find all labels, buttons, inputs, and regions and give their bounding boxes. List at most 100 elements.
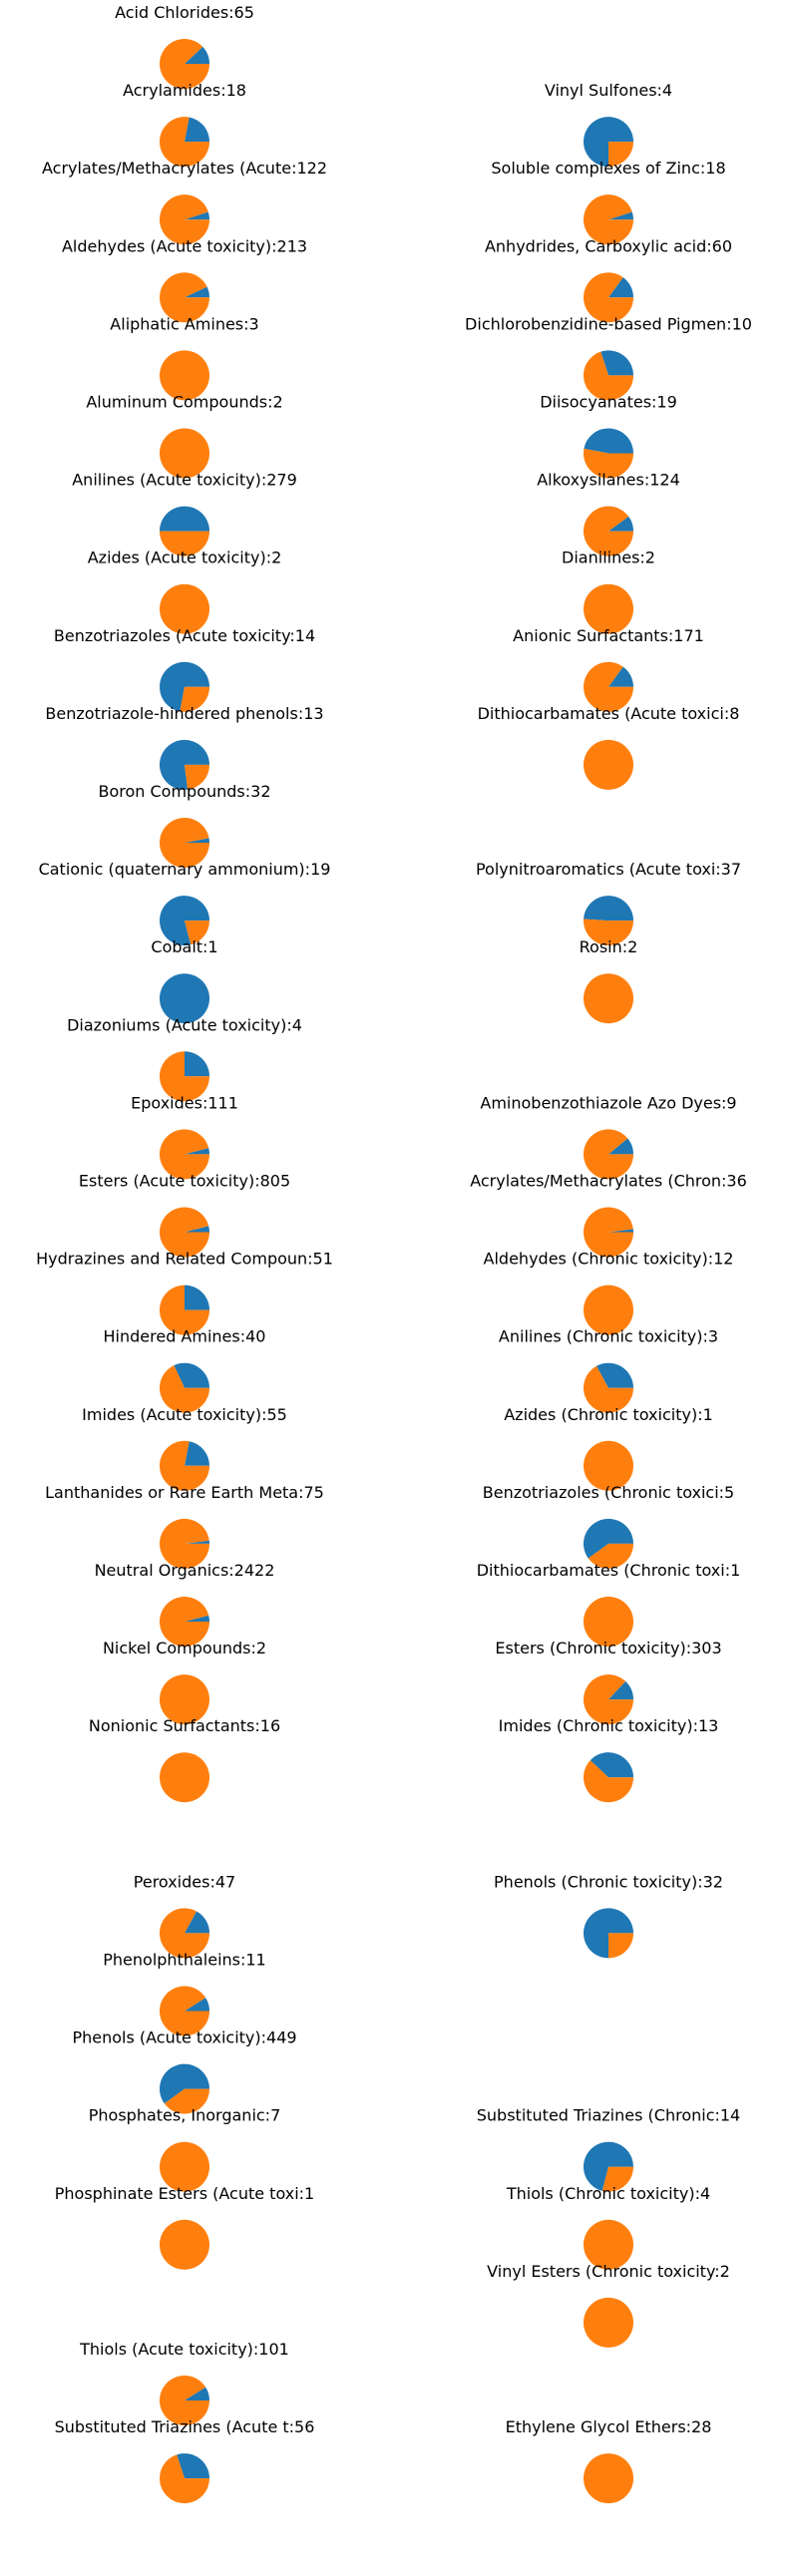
pie-slice-a [185, 1911, 209, 1934]
pie-title: Acrylates/Methacrylates (Acute:122 [42, 159, 327, 178]
pie-title: Thiols (Acute toxicity):101 [79, 2340, 289, 2359]
pie-panel: Ethylene Glycol Ethers:28 [506, 2417, 711, 2504]
pie-slice-b [160, 272, 209, 323]
pie-title: Dichlorobenzidine-based Pigmen:10 [465, 314, 752, 333]
pie-slice-b [159, 1908, 209, 1959]
pie-title: Aminobenzothiazole Azo Dyes:9 [480, 1093, 736, 1112]
pie-title: Imides (Chronic toxicity):13 [499, 1716, 719, 1735]
pie-title: Substituted Triazines (Chronic:14 [477, 2106, 740, 2125]
pie-title: Thiols (Chronic toxicity):4 [506, 2184, 710, 2203]
pie-slice-b [185, 764, 209, 790]
pie-slice-b [584, 2297, 633, 2348]
pie-panel: Azides (Chronic toxicity):1 [504, 1405, 713, 1491]
pie-panel: Azides (Acute toxicity):2 [88, 549, 281, 634]
pie-slice-b [160, 350, 209, 401]
pie-slice-a [185, 286, 209, 298]
pie-slice-b [160, 583, 209, 634]
pie-title: Anhydrides, Carboxylic acid:60 [485, 236, 732, 255]
pie-panel: Anilines (Chronic toxicity):3 [499, 1327, 718, 1413]
pie-slice-a [584, 2141, 633, 2191]
pie-title: Cationic (quaternary ammonium):19 [39, 860, 331, 879]
pie-panel: Aminobenzothiazole Azo Dyes:9 [480, 1093, 737, 1180]
pie-title: Polynitroaromatics (Acute toxi:37 [476, 860, 741, 879]
pie-slice-a [584, 1908, 633, 1959]
pie-title: Epoxides:111 [131, 1093, 238, 1112]
pie-panel: Substituted Triazines (Acute t:56 [55, 2417, 314, 2504]
pie-slice-b [608, 1933, 633, 1959]
pie-panel: Anhydrides, Carboxylic acid:60 [485, 236, 732, 323]
pie-slice-a [185, 1226, 209, 1233]
pie-title: Hydrazines and Related Compoun:51 [36, 1250, 333, 1269]
pie-slice-b [185, 920, 209, 945]
pie-title: Aldehydes (Chronic toxicity):12 [484, 1250, 734, 1269]
pie-slice-a [600, 350, 633, 376]
pie-panel: Lanthanides or Rare Earth Meta:75 [45, 1483, 324, 1569]
pie-slice-a [608, 1138, 633, 1155]
pie-panel: Diazoniums (Acute toxicity):4 [67, 1015, 302, 1102]
pie-slice-b [583, 194, 633, 245]
pie-slice-a [160, 739, 209, 790]
pie-slice-b [584, 739, 633, 790]
pie-slice-b [160, 2141, 209, 2192]
pie-slice-a [185, 1615, 209, 1622]
pie-title: Phosphinate Esters (Acute toxi:1 [55, 2184, 314, 2203]
pie-slice-a [185, 46, 209, 64]
pie-panel: Hindered Amines:40 [104, 1327, 265, 1413]
pie-title: Anilines (Chronic toxicity):3 [499, 1327, 718, 1346]
pie-title: Rosin:2 [580, 937, 638, 956]
pie-panel: Epoxides:111 [131, 1093, 238, 1180]
pie-slice-a [185, 1051, 209, 1077]
pie-slice-a [185, 211, 210, 220]
pie-slice-b [584, 1597, 633, 1647]
pie-title: Imides (Acute toxicity):55 [82, 1405, 287, 1424]
pie-panel: Aldehydes (Acute toxicity):213 [62, 236, 307, 323]
pie-panel: Phosphates, Inorganic:7 [89, 2106, 280, 2192]
pie-slice-b [584, 583, 633, 634]
pie-panel: Thiols (Acute toxicity):101 [79, 2340, 289, 2425]
pie-panel: Aldehydes (Chronic toxicity):12 [484, 1250, 734, 1335]
pie-title: Aliphatic Amines:3 [110, 314, 258, 333]
pie-panel: Dithiocarbamates (Acute toxici:8 [478, 704, 739, 790]
pie-panel: Thiols (Chronic toxicity):4 [506, 2184, 710, 2270]
pie-slice-a [185, 2387, 209, 2400]
pie-slice-b [159, 1285, 209, 1335]
pie-panel: Imides (Acute toxicity):55 [82, 1405, 287, 1491]
pie-slice-b [584, 1760, 633, 1803]
pie-slice-a [159, 661, 209, 712]
pie-slice-b [584, 2453, 633, 2504]
pie-panel: Esters (Chronic toxicity):303 [495, 1639, 722, 1725]
pie-slice-b [583, 272, 633, 323]
pie-slice-b [584, 1207, 633, 1258]
pie-slice-a [608, 211, 633, 220]
pie-slice-b [159, 1597, 209, 1648]
pie-title: Benzotriazoles (Chronic toxici:5 [483, 1483, 734, 1502]
pie-slice-b [159, 194, 209, 245]
pie-panel: Acrylamides:18 [123, 81, 246, 168]
pie-slice-a [608, 1680, 633, 1700]
pie-slice-a [608, 277, 633, 298]
pie-panel: Aliphatic Amines:3 [110, 314, 259, 401]
pie-slice-b [159, 1440, 209, 1491]
pie-slice-b [584, 1674, 633, 1725]
pie-panel: Cationic (quaternary ammonium):19 [39, 860, 331, 946]
pie-slice-a [185, 117, 209, 143]
pie-slice-b [601, 2166, 633, 2192]
pie-slice-a [185, 1998, 209, 2012]
pie-title: Benzotriazole-hindered phenols:13 [45, 704, 323, 723]
pie-title: Vinyl Sulfones:4 [545, 81, 672, 100]
pie-panel: Acid Chlorides:65 [115, 3, 254, 90]
pie-slice-b [159, 39, 209, 90]
pie-slice-b [583, 1365, 633, 1413]
pie-panel: Dichlorobenzidine-based Pigmen:10 [465, 314, 752, 401]
pie-panel: Aluminum Compounds:2 [86, 393, 283, 479]
pie-slice-b [584, 919, 633, 946]
pie-slice-a [160, 506, 209, 532]
pie-slice-a [185, 1441, 209, 1466]
pie-slice-b [159, 1051, 209, 1102]
pie-panel: Benzotriazoles (Acute toxicity:14 [54, 626, 315, 712]
pie-title: Diazoniums (Acute toxicity):4 [67, 1015, 302, 1034]
pie-slice-b [159, 1207, 209, 1258]
pie-panel: Substituted Triazines (Chronic:14 [477, 2106, 740, 2192]
pie-panel: Boron Compounds:32 [98, 782, 271, 868]
